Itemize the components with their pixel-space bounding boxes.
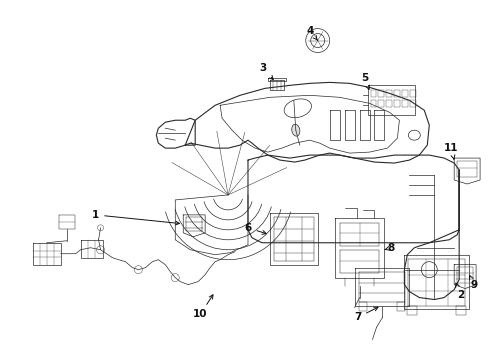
- Text: 3: 3: [259, 63, 273, 80]
- Text: 11: 11: [443, 143, 458, 159]
- Text: 1: 1: [92, 210, 179, 225]
- Text: 8: 8: [384, 243, 394, 253]
- Text: 2: 2: [455, 283, 464, 300]
- Ellipse shape: [291, 124, 299, 136]
- Text: 4: 4: [305, 26, 317, 41]
- Text: 7: 7: [353, 307, 377, 323]
- Text: 6: 6: [244, 223, 265, 234]
- Text: 9: 9: [468, 276, 477, 289]
- Text: 10: 10: [193, 295, 213, 319]
- Text: 5: 5: [360, 73, 368, 89]
